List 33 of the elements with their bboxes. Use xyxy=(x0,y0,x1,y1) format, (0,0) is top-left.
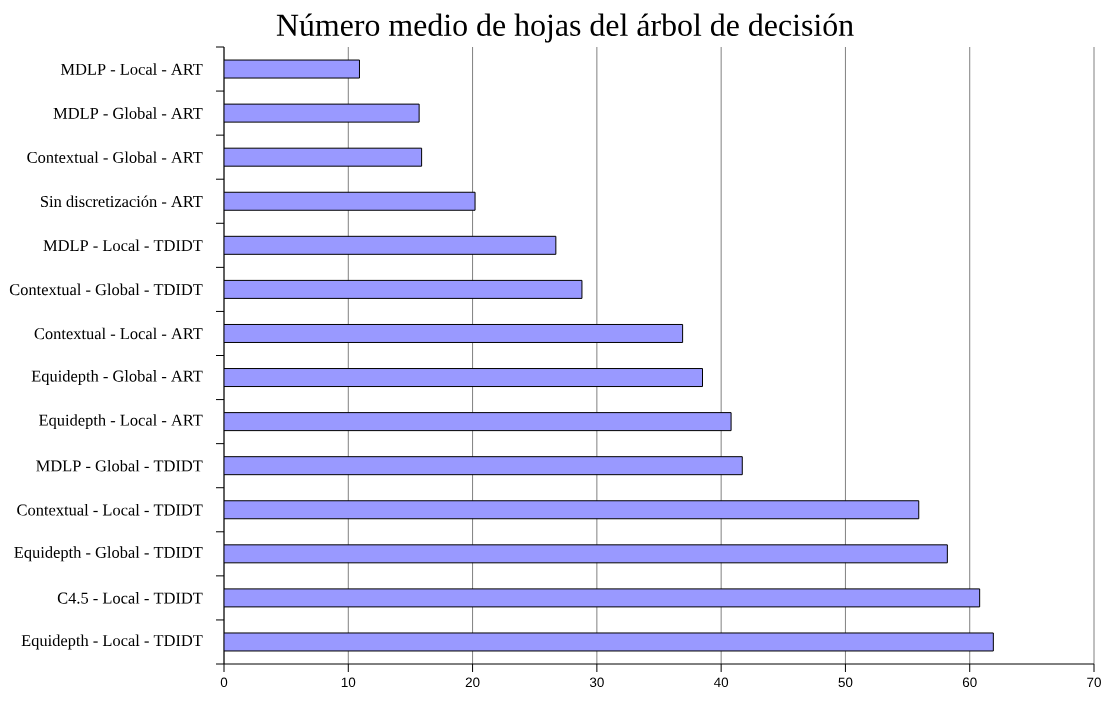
y-tick-label: Equidepth - Global - TDIDT xyxy=(14,546,203,562)
x-tick-label: 40 xyxy=(713,677,729,688)
bar xyxy=(224,279,583,299)
x-tick-label: 30 xyxy=(589,677,604,688)
y-tick-label: MDLP - Global - ART xyxy=(53,107,203,119)
y-tick-label: Contextual - Local - ART xyxy=(34,327,203,340)
x-tick-label: 0 xyxy=(220,677,228,688)
bar xyxy=(224,235,557,255)
bar xyxy=(224,412,732,432)
bar xyxy=(224,191,476,211)
y-tick-label: C4.5 - Local - TDIDT xyxy=(57,592,203,604)
y-tick-label: Contextual - Global - TDIDT xyxy=(9,283,203,296)
y-tick-label: Equidepth - Local - ART xyxy=(39,414,203,430)
y-tick-label: MDLP - Global - TDIDT xyxy=(36,459,203,472)
bar xyxy=(224,147,423,167)
y-tick-label: MDLP - Local - ART xyxy=(60,63,203,75)
x-tick-label: 20 xyxy=(465,677,480,688)
chart-title: Número medio de hojas del árbol de decisión xyxy=(276,13,854,43)
y-tick-label: Contextual - Global - ART xyxy=(27,151,203,163)
bar xyxy=(224,323,684,343)
x-tick-label: 10 xyxy=(341,677,356,688)
y-tick-label: Contextual - Local - TDIDT xyxy=(17,503,203,516)
y-tick-label: Equidepth - Local - TDIDT xyxy=(21,634,203,650)
y-tick-label: Sin discretización - ART xyxy=(40,195,203,208)
bar xyxy=(224,500,920,520)
y-tick-label: MDLP - Local - TDIDT xyxy=(43,239,203,252)
y-tick-label: Equidepth - Global - ART xyxy=(31,370,203,385)
x-tick-label: 70 xyxy=(1087,677,1101,688)
x-tick-label: 60 xyxy=(962,677,977,688)
bar xyxy=(224,544,948,564)
bar xyxy=(224,456,743,476)
bar xyxy=(224,368,703,388)
x-tick-label: 50 xyxy=(838,677,853,688)
